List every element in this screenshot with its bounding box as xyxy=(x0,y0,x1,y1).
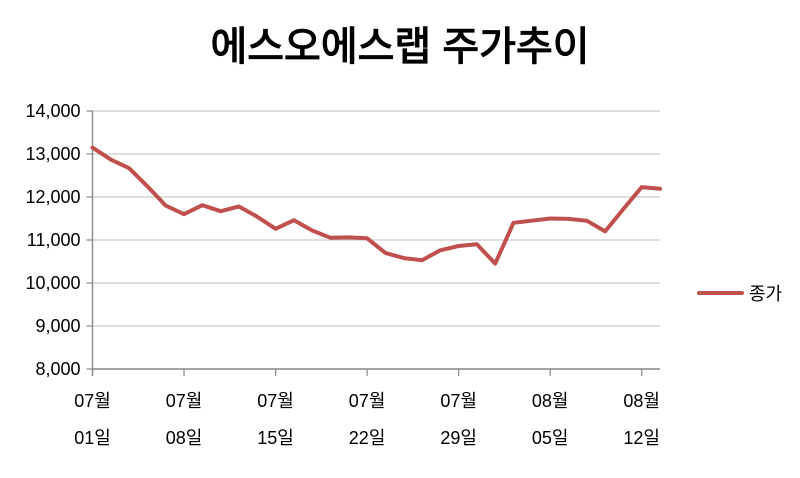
x-axis-label-month: 08월 xyxy=(623,391,660,411)
y-axis-label: 10,000 xyxy=(25,273,80,293)
legend-label: 종가 xyxy=(749,284,783,304)
legend: 종가 xyxy=(697,280,782,306)
x-axis-label-month: 07월 xyxy=(166,391,203,411)
x-axis-label-day: 12일 xyxy=(623,428,660,448)
x-axis-label-month: 07월 xyxy=(349,391,386,411)
x-axis-label-month: 07월 xyxy=(440,391,477,411)
x-axis-label-month: 07월 xyxy=(74,391,111,411)
y-axis-label: 8,000 xyxy=(35,359,80,379)
price-line xyxy=(90,145,662,266)
legend-line-swatch xyxy=(697,291,744,295)
x-axis-label-day: 29일 xyxy=(440,428,477,448)
y-axis-label: 11,000 xyxy=(27,230,81,250)
y-axis-label: 9,000 xyxy=(35,316,80,336)
x-axis-label-month: 07월 xyxy=(257,391,294,411)
y-axis-label: 12,000 xyxy=(25,187,80,207)
x-axis-label-month: 08월 xyxy=(532,391,569,411)
chart-title: 에스오에스랩 주가추이 xyxy=(210,25,590,69)
y-axis-label: 14,000 xyxy=(25,101,80,121)
y-axis-label: 13,000 xyxy=(25,144,80,164)
x-axis-label-day: 15일 xyxy=(257,428,294,448)
x-axis-label-day: 01일 xyxy=(74,428,111,448)
x-axis-label-day: 22일 xyxy=(349,428,386,448)
x-axis-label-day: 05일 xyxy=(532,428,569,448)
x-axis-label-day: 08일 xyxy=(166,428,203,448)
